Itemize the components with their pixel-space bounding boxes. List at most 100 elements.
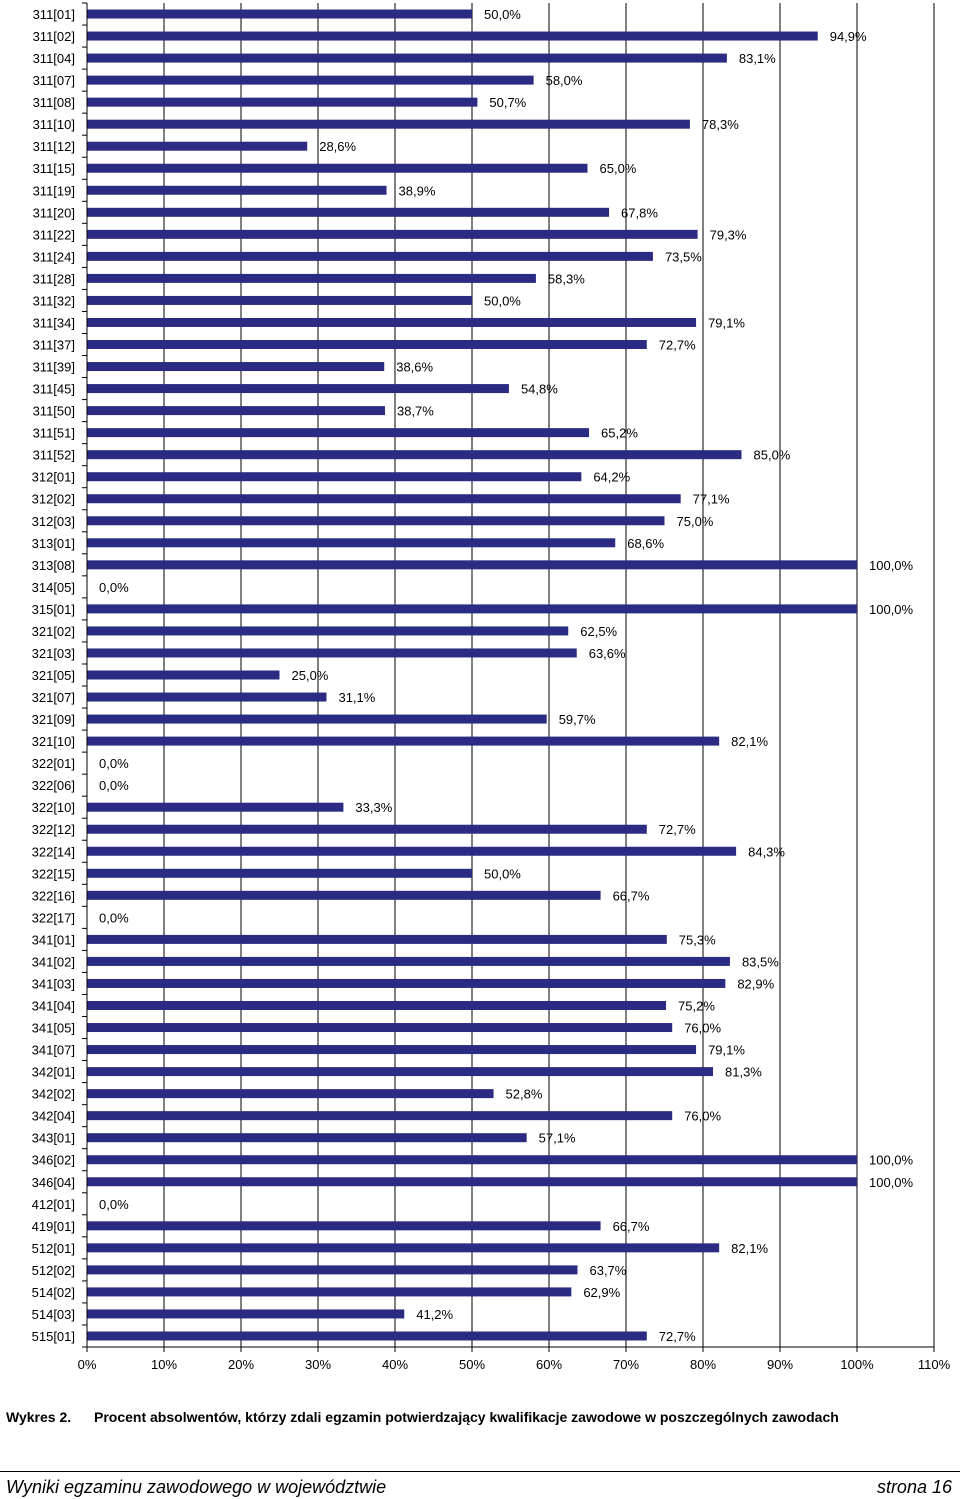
bar xyxy=(87,1177,857,1187)
data-label: 0,0% xyxy=(99,756,129,771)
x-tick-label: 70% xyxy=(613,1357,639,1372)
data-label: 65,2% xyxy=(601,426,638,441)
category-label: 311[51] xyxy=(33,426,75,441)
data-label: 63,7% xyxy=(589,1263,626,1278)
category-label: 311[24] xyxy=(33,249,75,264)
category-label: 321[05] xyxy=(32,668,75,683)
category-label: 322[06] xyxy=(32,778,75,793)
bar xyxy=(87,97,478,107)
bar xyxy=(87,53,727,63)
bar xyxy=(87,934,667,944)
category-label: 314[05] xyxy=(32,580,75,595)
data-label: 50,7% xyxy=(489,95,526,110)
category-label: 312[01] xyxy=(32,470,75,485)
data-label: 94,9% xyxy=(830,29,867,44)
category-label: 341[05] xyxy=(32,1021,75,1036)
data-label: 72,7% xyxy=(659,822,696,837)
data-labels: 50,0% 94,9% 83,1% 58,0% 50,7% 78,3% 28,6% 65,0%… xyxy=(99,7,914,1344)
caption-text: Procent absolwentów, którzy zdali egzami… xyxy=(94,1409,839,1425)
category-label: 321[09] xyxy=(32,712,75,727)
category-label: 514[03] xyxy=(32,1307,75,1322)
bar xyxy=(87,340,647,350)
data-label: 41,2% xyxy=(416,1307,453,1322)
bar xyxy=(87,75,534,85)
category-label: 341[04] xyxy=(32,998,75,1013)
x-tick-label: 50% xyxy=(459,1357,485,1372)
bar xyxy=(87,1243,720,1253)
bar xyxy=(87,1067,714,1077)
data-label: 72,7% xyxy=(659,1329,696,1344)
data-label: 38,9% xyxy=(399,183,436,198)
data-label: 66,7% xyxy=(613,1219,650,1234)
category-label: 311[52] xyxy=(33,448,75,463)
category-label: 322[01] xyxy=(32,756,75,771)
x-tick-label: 0% xyxy=(78,1357,97,1372)
data-label: 78,3% xyxy=(702,117,739,132)
data-label: 76,0% xyxy=(684,1109,721,1124)
category-label: 341[02] xyxy=(32,954,75,969)
category-label: 342[04] xyxy=(32,1109,75,1124)
category-label: 341[07] xyxy=(32,1043,75,1058)
data-label: 57,1% xyxy=(539,1131,576,1146)
category-label: 311[10] xyxy=(33,117,75,132)
caption-label: Wykres 2. xyxy=(6,1409,72,1425)
bar xyxy=(87,1309,405,1319)
data-label: 66,7% xyxy=(613,888,650,903)
bar xyxy=(87,1111,673,1121)
bar xyxy=(87,714,547,724)
x-tick-label: 90% xyxy=(767,1357,793,1372)
bar xyxy=(87,406,385,416)
category-label: 311[12] xyxy=(33,139,75,154)
data-label: 59,7% xyxy=(559,712,596,727)
category-label: 512[02] xyxy=(32,1263,75,1278)
category-labels: 311[01] 311[02] 311[04] 311[07] 311[08] 311[1… xyxy=(32,7,75,1344)
data-label: 54,8% xyxy=(521,382,558,397)
category-label: 322[12] xyxy=(32,822,75,837)
bar xyxy=(87,978,726,988)
category-label: 311[37] xyxy=(33,338,75,353)
bar xyxy=(87,956,730,966)
category-label: 343[01] xyxy=(32,1131,75,1146)
data-label: 76,0% xyxy=(684,1021,721,1036)
bar xyxy=(87,648,577,658)
category-label: 315[01] xyxy=(32,602,75,617)
data-label: 58,0% xyxy=(546,73,583,88)
category-label: 412[01] xyxy=(32,1197,75,1212)
category-label: 311[04] xyxy=(33,51,75,66)
category-label: 311[39] xyxy=(33,360,75,375)
data-label: 64,2% xyxy=(593,470,630,485)
data-label: 58,3% xyxy=(548,271,585,286)
footer-divider xyxy=(0,1471,960,1472)
bar xyxy=(87,1000,667,1010)
data-label: 52,8% xyxy=(506,1087,543,1102)
data-label: 62,5% xyxy=(580,624,617,639)
bar xyxy=(87,31,818,41)
bar-chart: 50,0% 94,9% 83,1% 58,0% 50,7% 78,3% 28,6% 65,0%… xyxy=(32,2,951,1372)
bar xyxy=(87,824,647,834)
bar xyxy=(87,119,690,129)
bar xyxy=(87,670,280,680)
grid-lines xyxy=(163,3,935,1347)
category-label: 312[02] xyxy=(32,492,75,507)
category-label: 311[32] xyxy=(33,293,75,308)
x-tick-label: 30% xyxy=(305,1357,331,1372)
bar xyxy=(87,472,582,482)
bar xyxy=(87,1331,647,1341)
bar xyxy=(87,868,472,878)
data-label: 0,0% xyxy=(99,1197,129,1212)
category-label: 321[07] xyxy=(32,690,75,705)
bar xyxy=(87,185,387,195)
data-label: 31,1% xyxy=(338,690,375,705)
data-label: 75,0% xyxy=(677,514,714,529)
bar xyxy=(87,229,698,239)
category-label: 311[07] xyxy=(33,73,75,88)
data-label: 82,1% xyxy=(731,734,768,749)
bar xyxy=(87,1155,857,1165)
bar xyxy=(87,295,472,305)
figure-caption: Wykres 2. Procent absolwentów, którzy zda… xyxy=(6,1409,956,1425)
category-label: 311[20] xyxy=(33,205,75,220)
bar xyxy=(87,560,857,570)
footer-title: Wyniki egzaminu zawodowego w województwi… xyxy=(6,1477,387,1497)
bar xyxy=(87,1089,494,1099)
data-label: 79,1% xyxy=(708,315,745,330)
